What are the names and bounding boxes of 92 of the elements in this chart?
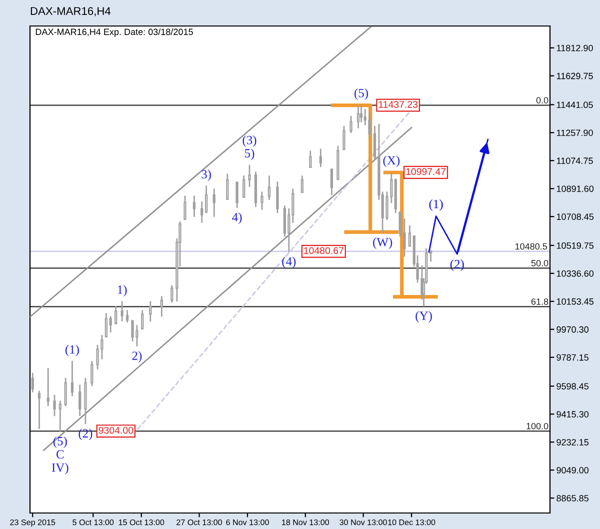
x-tick-label: 6 Nov 13:00 [226, 519, 269, 526]
annotation: 10997.47 [406, 168, 446, 176]
candlestick [408, 225, 412, 247]
y-tick-label: 8865.85 [556, 495, 589, 502]
x-tick-label: 30 Nov 13:00 [340, 519, 387, 526]
y-tick-label: 11074.75 [556, 158, 593, 164]
annotation: (W) [373, 238, 392, 249]
candlestick [276, 182, 279, 213]
ref-line-label: 10480.5 [515, 243, 548, 250]
candlestick [248, 164, 251, 187]
candlestick [64, 378, 67, 406]
annotation: 1) [118, 285, 127, 296]
annotation: C [56, 450, 64, 459]
candlestick [109, 316, 112, 332]
chart-subtitle: DAX-MAR16,H4 [30, 7, 111, 16]
x-tick-label: 15 Oct 13:00 [118, 519, 164, 526]
candlestick [78, 384, 82, 416]
candlestick [31, 372, 34, 392]
x-tick-label: 27 Oct 13:00 [176, 519, 222, 526]
candlestick [114, 306, 118, 324]
candlestick [104, 313, 108, 338]
candlestick [350, 116, 352, 134]
candlestick [300, 176, 304, 194]
x-tick-label: 23 Sep 2015 [10, 519, 56, 527]
y-tick-label: 11812.90 [556, 44, 593, 52]
candlestick [200, 202, 204, 223]
annotation: (1) [429, 199, 443, 211]
annotation: (3) [242, 135, 256, 147]
x-tick-label: 10 Dec 13:00 [388, 519, 436, 526]
annotation: 9304.00 [98, 426, 134, 434]
annotation: 10480.67 [304, 247, 344, 254]
candlestick [342, 126, 346, 150]
candlestick [120, 301, 124, 322]
candlestick [309, 150, 312, 168]
candlestick [429, 250, 432, 262]
candlestick [90, 360, 94, 386]
annotation: 3) [202, 170, 211, 181]
candlestick [268, 176, 271, 200]
candlestick [226, 174, 229, 200]
candlestick [149, 301, 152, 322]
annotation: (4) [282, 256, 296, 268]
y-tick-label: 11257.90 [556, 130, 593, 136]
annotation: (X) [383, 156, 400, 168]
candlestick [170, 285, 174, 303]
annotation: IV) [52, 462, 68, 474]
annotation: (2) [78, 428, 92, 440]
annotation: 0.0 [536, 97, 548, 104]
y-tick-label: 9970.30 [556, 326, 589, 333]
candlestick [356, 106, 360, 128]
y-tick-label: 9598.45 [556, 383, 589, 390]
annotation: 100.0 [526, 422, 548, 430]
annotation: (5) [53, 436, 67, 448]
x-tick-label: 18 Nov 13:00 [282, 519, 330, 526]
candlestick [242, 176, 246, 198]
annotation: (1) [65, 344, 79, 356]
y-tick-label: 11629.75 [556, 72, 593, 80]
candlestick [58, 400, 62, 432]
candlestick [330, 168, 334, 196]
y-tick-label: 9049.00 [556, 467, 589, 474]
y-tick-label: 10708.45 [556, 214, 594, 220]
y-tick-label: 10891.60 [556, 186, 594, 192]
annotation: (Y) [416, 311, 432, 322]
y-tick-label: 11441.05 [556, 102, 593, 108]
candlestick [126, 310, 129, 322]
annotation: 11437.23 [378, 100, 418, 108]
y-tick-label: 10153.45 [556, 298, 594, 305]
candlestick [236, 182, 238, 208]
annotation: (5) [354, 88, 368, 100]
candlestick [319, 148, 322, 168]
annotation: 4) [232, 212, 242, 224]
candlestick [192, 196, 196, 217]
y-tick-label: 10336.60 [556, 270, 594, 277]
candlestick [141, 310, 144, 330]
candlestick [46, 368, 50, 406]
y-tick-label: 10519.75 [556, 242, 594, 249]
chart-title: DAX-MAR16,H4 Exp. Date: 03/18/2015 [36, 28, 193, 37]
candlestick [212, 188, 216, 217]
candlestick [184, 196, 186, 220]
candlestick [204, 186, 208, 213]
annotation: 2) [132, 351, 142, 363]
candlestick [38, 390, 41, 430]
x-tick-label: 5 Oct 13:00 [72, 519, 114, 526]
candlestick [160, 296, 163, 316]
y-tick-label: 9415.30 [556, 411, 589, 418]
annotation: 50.0 [531, 260, 548, 266]
annotation: 61.8 [531, 298, 548, 305]
y-tick-label: 9787.15 [556, 354, 589, 361]
candlestick [260, 192, 264, 210]
annotation: 5) [245, 148, 254, 160]
y-tick-label: 9232.15 [556, 439, 589, 446]
candlestick [70, 360, 74, 396]
candlestick [53, 394, 56, 416]
